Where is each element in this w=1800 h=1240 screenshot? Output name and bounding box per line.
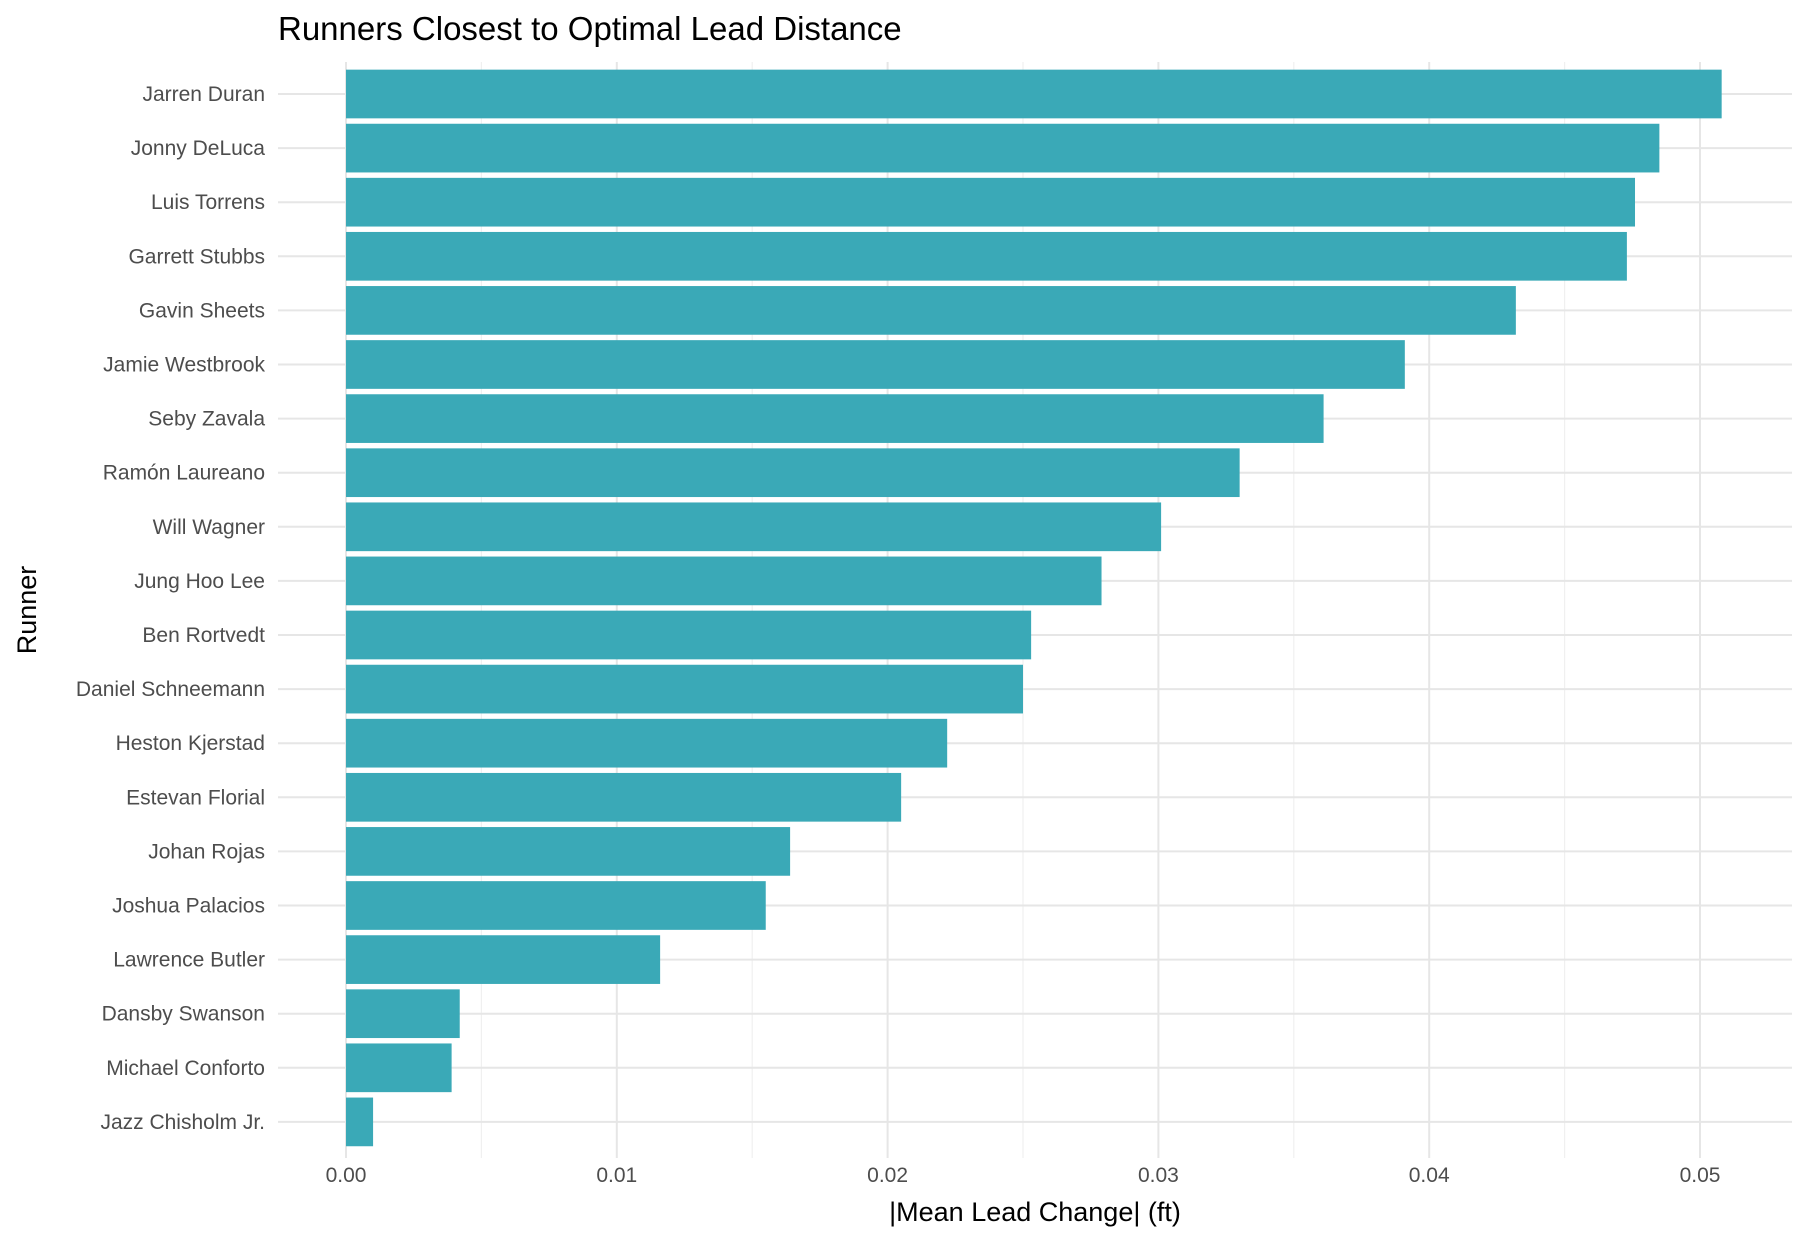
bar xyxy=(346,772,902,822)
x-tick-label: 0.00 xyxy=(326,1164,367,1187)
y-category-label: Michael Conforto xyxy=(106,1057,265,1080)
y-category-label: Garrett Stubbs xyxy=(128,245,265,268)
y-category-label: Johan Rojas xyxy=(148,840,265,863)
y-category-label: Ben Rortvedt xyxy=(142,624,265,647)
bar xyxy=(346,935,661,984)
bar xyxy=(346,502,1162,552)
bar xyxy=(346,556,1102,606)
bar xyxy=(346,448,1240,498)
y-category-label: Joshua Palacios xyxy=(112,895,265,918)
y-category-label: Gavin Sheets xyxy=(139,299,265,322)
y-category-label: Will Wagner xyxy=(153,516,265,539)
x-tick-label: 0.01 xyxy=(596,1164,637,1187)
bar xyxy=(346,123,1660,173)
y-category-label: Jarren Duran xyxy=(142,83,265,106)
y-category-label: Daniel Schneemann xyxy=(76,678,265,701)
category-labels: Jarren Duran Jonny DeLuca Luis Torrens Garr… xyxy=(76,83,266,1134)
y-category-label: Estevan Florial xyxy=(126,786,265,809)
bar xyxy=(346,340,1405,389)
bar xyxy=(346,69,1722,119)
bar xyxy=(346,718,948,768)
y-category-label: Jamie Westbrook xyxy=(103,354,265,377)
bar xyxy=(346,610,1032,660)
x-tick-label: 0.04 xyxy=(1409,1164,1450,1187)
y-category-label: Ramón Laureano xyxy=(103,462,265,485)
y-category-label: Jonny DeLuca xyxy=(131,137,266,160)
y-category-label: Seby Zavala xyxy=(148,408,265,431)
bar xyxy=(346,177,1636,227)
y-axis-title: Runner xyxy=(12,566,42,655)
bar xyxy=(346,286,1516,335)
y-category-label: Jung Hoo Lee xyxy=(134,570,265,593)
bar xyxy=(346,394,1324,443)
y-category-label: Dansby Swanson xyxy=(102,1003,265,1026)
y-category-label: Heston Kjerstad xyxy=(116,732,265,755)
bar xyxy=(346,881,766,930)
x-tick-label: 0.05 xyxy=(1680,1164,1721,1187)
x-tick-label: 0.03 xyxy=(1138,1164,1179,1187)
bar xyxy=(346,664,1023,714)
y-category-label: Lawrence Butler xyxy=(113,949,265,972)
bar xyxy=(346,231,1627,281)
bars xyxy=(346,69,1722,1147)
x-axis-title: |Mean Lead Change| (ft) xyxy=(889,1197,1181,1227)
y-category-label: Jazz Chisholm Jr. xyxy=(100,1111,265,1134)
bar xyxy=(346,1097,374,1147)
bar xyxy=(346,989,460,1039)
bar xyxy=(346,827,791,876)
chart-title: Runners Closest to Optimal Lead Distance xyxy=(278,10,902,47)
y-category-label: Luis Torrens xyxy=(151,191,265,214)
x-tick-label: 0.02 xyxy=(867,1164,908,1187)
bar xyxy=(346,1043,452,1093)
x-tick-labels: 0.00 0.01 0.02 0.03 0.04 0.05 xyxy=(326,1164,1721,1187)
